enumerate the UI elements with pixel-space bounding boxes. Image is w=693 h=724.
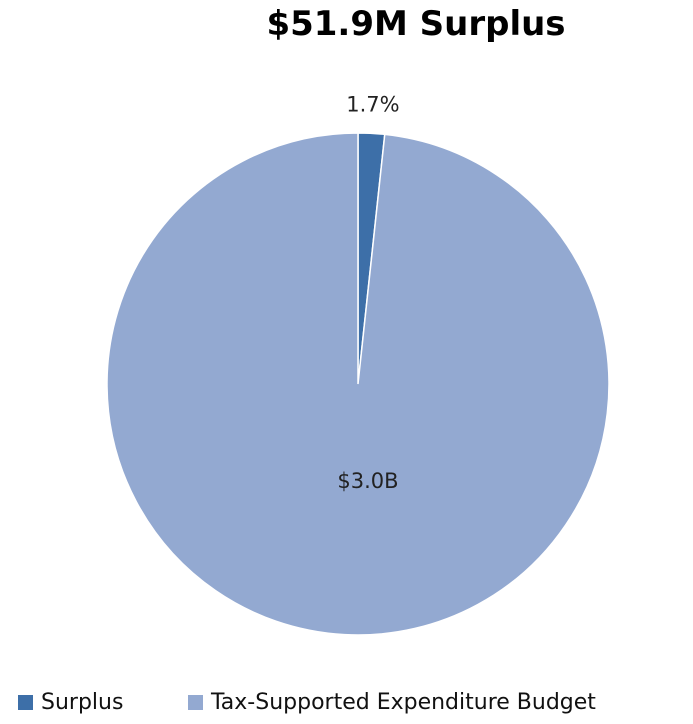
pie-data-labels: 1.7% $3.0B	[337, 92, 399, 493]
data-label-surplus: 1.7%	[346, 92, 399, 116]
legend-swatch-tax-supported-expenditure-budget	[188, 695, 203, 710]
data-label-tax-supported-expenditure-budget: $3.0B	[337, 469, 398, 493]
legend-label-surplus: Surplus	[41, 690, 124, 715]
legend-label-tax-supported-expenditure-budget: Tax-Supported Expenditure Budget	[211, 690, 596, 715]
legend-item-surplus: Surplus	[18, 690, 123, 715]
chart-legend: Surplus Tax-Supported Expenditure Budget	[0, 690, 693, 720]
chart-title: $51.9M Surplus	[266, 4, 566, 44]
pie-slice-tax-supported-expenditure-budget	[106, 132, 610, 636]
pie-chart: 1.7% $3.0B	[106, 92, 610, 636]
legend-swatch-surplus	[18, 695, 33, 710]
pie-slices	[106, 132, 610, 636]
legend-item-tax-supported-expenditure-budget: Tax-Supported Expenditure Budget	[188, 690, 596, 715]
